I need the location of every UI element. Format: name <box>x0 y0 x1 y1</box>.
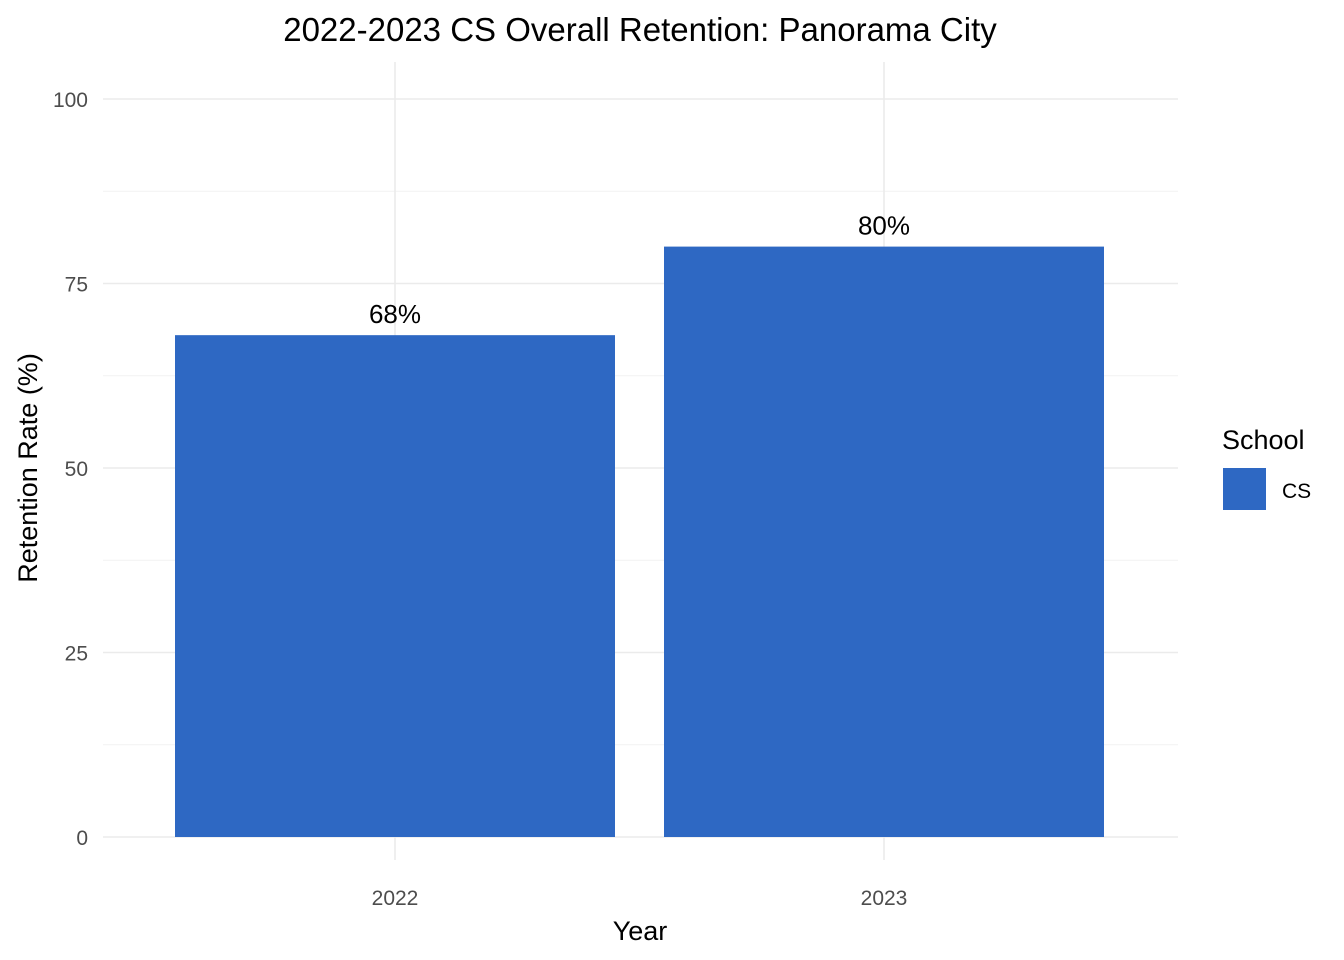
y-tick-label: 50 <box>65 458 88 481</box>
legend-swatch-cs <box>1223 468 1266 510</box>
y-axis-ticks: 0 25 50 75 100 <box>53 89 88 850</box>
y-tick-label: 75 <box>65 274 88 297</box>
data-label-2022: 68% <box>369 299 421 329</box>
y-axis-title: Retention Rate (%) <box>13 353 43 583</box>
y-tick-label: 100 <box>53 89 88 112</box>
x-tick-label: 2022 <box>372 887 419 910</box>
bar-2022 <box>175 335 615 837</box>
bar-2023 <box>664 246 1104 838</box>
x-axis-title: Year <box>613 916 668 946</box>
data-labels: 68% 80% <box>369 211 910 330</box>
legend-title: School <box>1222 425 1305 455</box>
x-tick-label: 2023 <box>861 887 908 910</box>
legend: School CS <box>1222 425 1311 510</box>
x-axis-ticks: 2022 2023 <box>372 887 908 910</box>
bars <box>175 246 1104 838</box>
chart-title: 2022-2023 CS Overall Retention: Panorama… <box>283 11 997 48</box>
y-tick-label: 0 <box>76 827 88 850</box>
legend-label-cs: CS <box>1282 480 1311 503</box>
data-label-2023: 80% <box>858 211 910 241</box>
y-tick-label: 25 <box>65 643 88 666</box>
